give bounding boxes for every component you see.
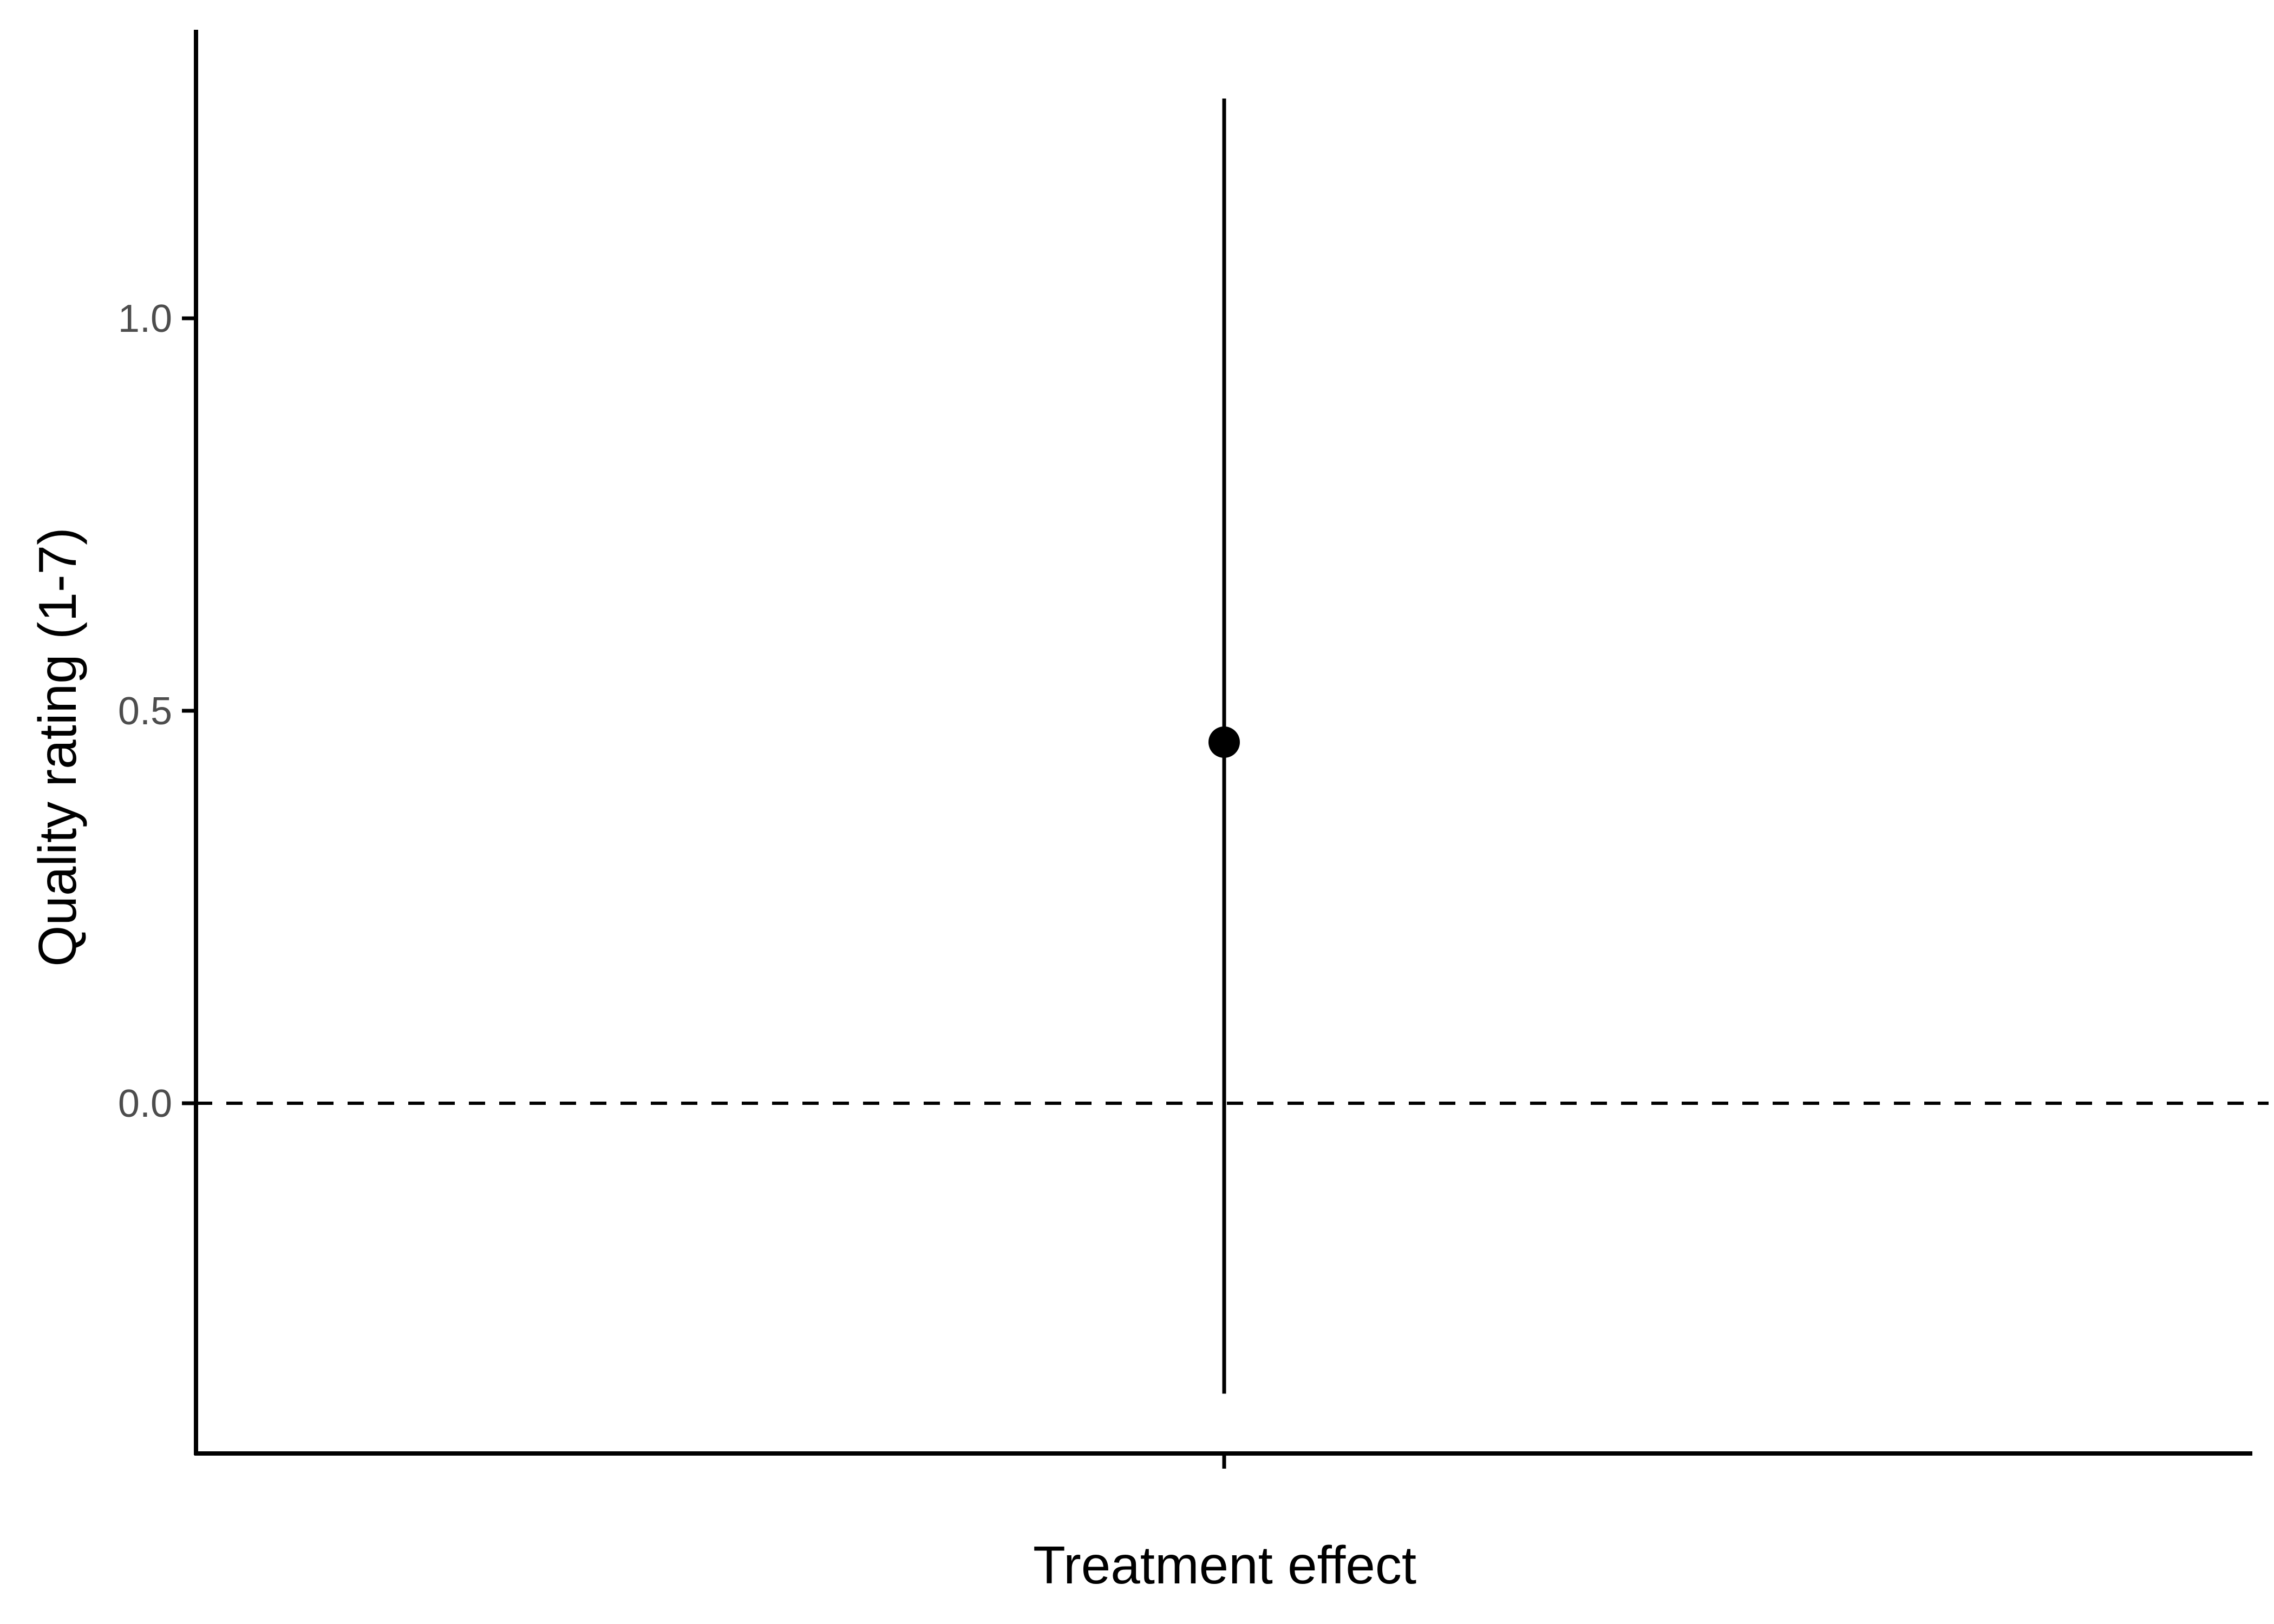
y-tick-label: 1.0 [118, 297, 172, 340]
plot-area: 0.0 0.5 1.0 [118, 30, 2269, 1469]
y-tick-label: 0.5 [118, 690, 172, 733]
y-axis-title: Quality rating (1-7) [28, 527, 87, 967]
y-tick-label: 0.0 [118, 1082, 172, 1125]
point-estimate [1208, 726, 1240, 758]
x-axis-title: Treatment effect [1033, 1535, 1416, 1595]
